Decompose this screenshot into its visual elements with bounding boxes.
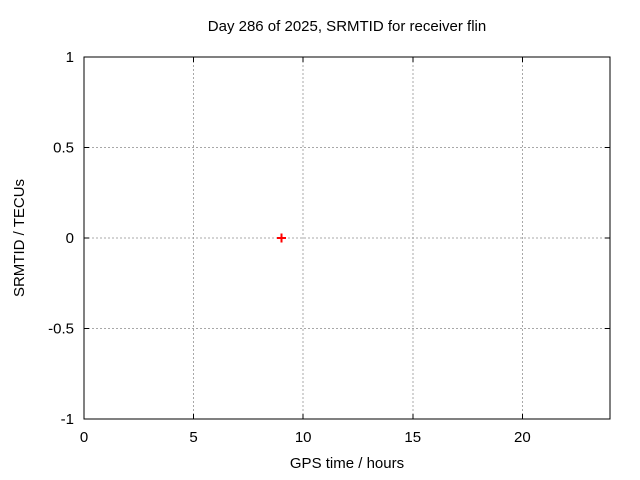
data-points — [276, 233, 286, 243]
y-tick-label: 0.5 — [53, 140, 74, 157]
tick-labels: 0 5 10 15 20 1 0.5 0 -0.5 -1 — [48, 49, 531, 446]
y-tick-label: 1 — [66, 49, 74, 66]
y-tick-label: 0 — [66, 230, 74, 247]
x-tick-label: 15 — [404, 429, 421, 446]
y-tick-label: -1 — [61, 411, 74, 428]
plot-border — [83, 56, 611, 420]
y-axis-label: SRMTID / TECUs — [11, 179, 28, 297]
x-tick-label: 5 — [189, 429, 197, 446]
chart-title: Day 286 of 2025, SRMTID for receiver fli… — [208, 18, 486, 35]
x-tick-label: 10 — [295, 429, 312, 446]
x-tick-label: 20 — [514, 429, 531, 446]
x-tick-label: 0 — [80, 429, 88, 446]
y-tick-label: -0.5 — [48, 321, 74, 338]
x-axis-label: GPS time / hours — [290, 455, 404, 472]
tick-marks — [83, 56, 610, 420]
gridlines — [84, 57, 610, 419]
